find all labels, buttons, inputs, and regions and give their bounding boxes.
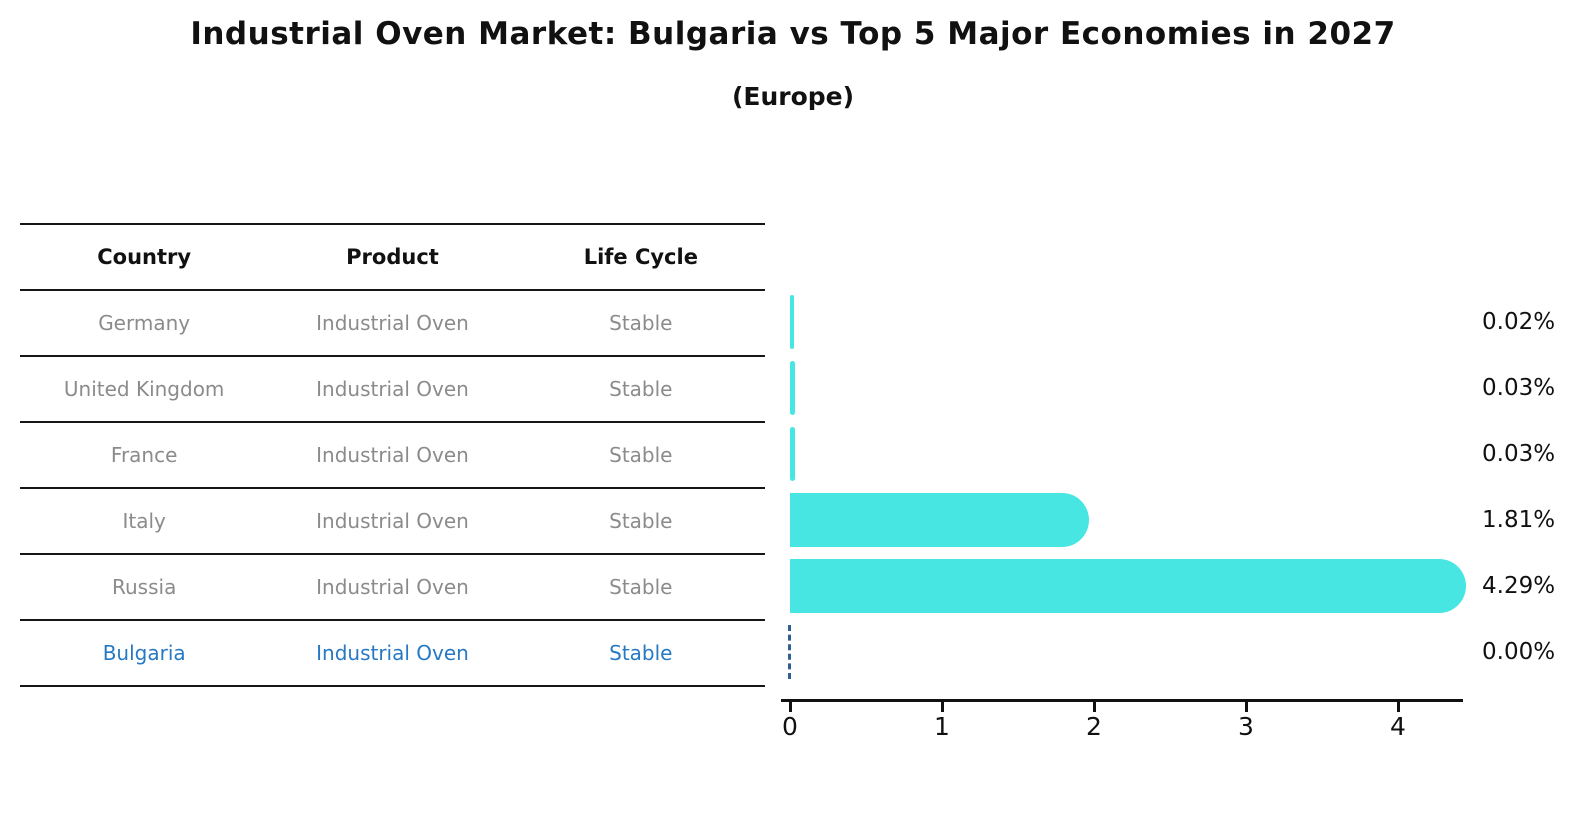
- product-cell: Industrial Oven: [316, 311, 469, 335]
- country-cell: Russia: [112, 575, 177, 599]
- x-axis-tick: [1245, 702, 1248, 712]
- bar-russia: [790, 559, 1467, 613]
- country-cell: Germany: [98, 311, 191, 335]
- lifecycle-cell: Stable: [609, 443, 673, 467]
- product-cell: Industrial Oven: [316, 443, 469, 467]
- product-cell: Industrial Oven: [316, 575, 469, 599]
- country-cell: Italy: [122, 509, 166, 533]
- product-cell: Industrial Oven: [316, 641, 469, 665]
- value-label: 0.02%: [1482, 309, 1556, 335]
- x-axis-tick: [1093, 702, 1096, 712]
- product-cell: Industrial Oven: [316, 377, 469, 401]
- bar-united-kingdom: [790, 361, 795, 415]
- x-axis-tick-label: 1: [934, 712, 950, 741]
- chart-title: Industrial Oven Market: Bulgaria vs Top …: [190, 16, 1396, 52]
- table-header-row: Country Product Life Cycle: [20, 225, 765, 291]
- bar-germany: [790, 295, 794, 349]
- value-label: 0.00%: [1482, 639, 1556, 665]
- x-axis-tick: [789, 702, 792, 712]
- col-header-lifecycle: Life Cycle: [583, 245, 698, 269]
- table-row: Germany Industrial Oven Stable: [20, 291, 765, 357]
- bar-italy: [790, 493, 1090, 547]
- lifecycle-cell: Stable: [609, 509, 673, 533]
- chart-subtitle: (Europe): [731, 82, 855, 111]
- col-header-country: Country: [97, 245, 192, 269]
- lifecycle-cell: Stable: [609, 377, 673, 401]
- bulgaria-zero-marker: [788, 625, 791, 679]
- bar-france: [790, 427, 795, 481]
- table-row: United Kingdom Industrial Oven Stable: [20, 357, 765, 423]
- value-label: 1.81%: [1482, 507, 1556, 533]
- x-axis-line: [781, 699, 1463, 702]
- country-cell: France: [110, 443, 178, 467]
- x-axis-tick-label: 0: [782, 712, 798, 741]
- product-cell: Industrial Oven: [316, 509, 469, 533]
- country-cell: United Kingdom: [63, 377, 225, 401]
- lifecycle-cell: Stable: [609, 575, 673, 599]
- country-cell: Bulgaria: [102, 641, 186, 665]
- x-axis-tick: [1397, 702, 1400, 712]
- table-row: Italy Industrial Oven Stable: [20, 489, 765, 555]
- x-axis-tick-label: 2: [1086, 712, 1102, 741]
- x-axis-tick-label: 4: [1390, 712, 1406, 741]
- table-row: France Industrial Oven Stable: [20, 423, 765, 489]
- value-label: 0.03%: [1482, 441, 1556, 467]
- value-label: 0.03%: [1482, 375, 1556, 401]
- value-label: 4.29%: [1482, 573, 1556, 599]
- table-row: Bulgaria Industrial Oven Stable: [20, 621, 765, 687]
- col-header-product: Product: [346, 245, 439, 269]
- table-row: Russia Industrial Oven Stable: [20, 555, 765, 621]
- lifecycle-cell: Stable: [609, 641, 673, 665]
- x-axis-tick: [941, 702, 944, 712]
- country-table: Country Product Life Cycle Germany Indust…: [20, 223, 765, 687]
- lifecycle-cell: Stable: [609, 311, 673, 335]
- x-axis-tick-label: 3: [1238, 712, 1254, 741]
